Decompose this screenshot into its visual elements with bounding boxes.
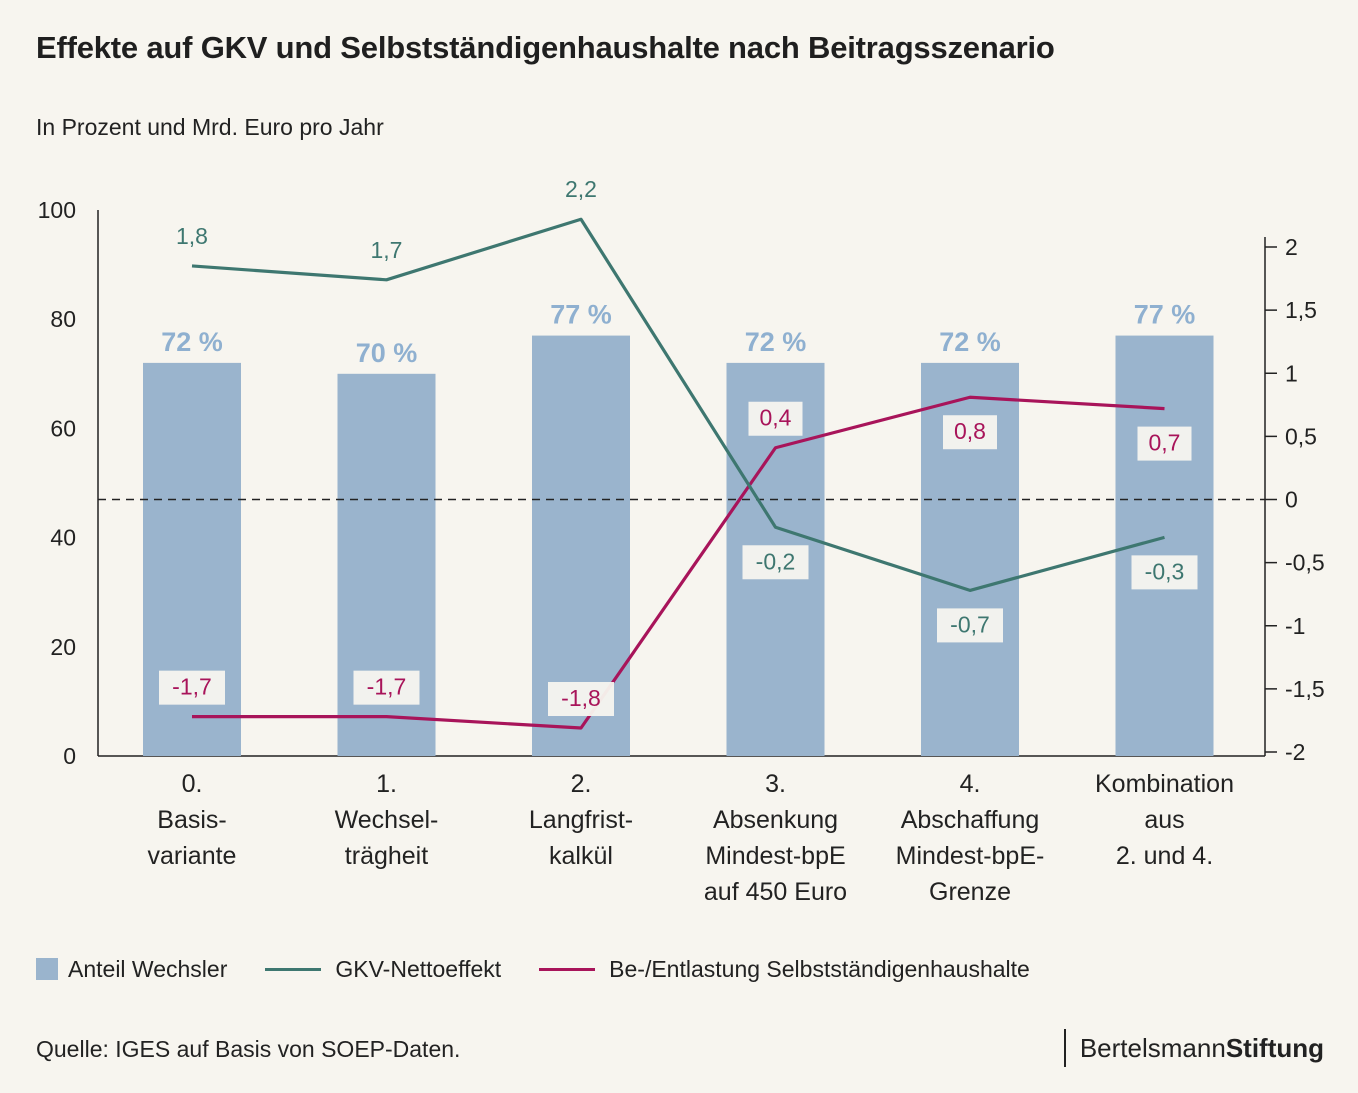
legend-label-gkv: GKV-Nettoeffekt — [335, 955, 502, 982]
gkv-label-box — [742, 545, 809, 580]
be-value-label: 0,4 — [760, 405, 792, 431]
gkv-series-line — [191, 217, 1165, 593]
gkv-label-box — [1131, 555, 1198, 590]
source-note: Quelle: IGES auf Basis von SOEP-Daten. — [36, 1036, 461, 1062]
category-label: Mindest-bpE — [705, 842, 845, 870]
right-tick-label: -1,5 — [1285, 676, 1325, 702]
legend-swatch-gkv — [265, 967, 322, 971]
be-label-box — [943, 415, 997, 450]
legend-item-be: Be-/Entlastung Selbstständigenhaushalte — [539, 956, 1030, 983]
chart-canvas: 0 20 40 60 80 100 -2 -1,5 -1 -0,5 0 0,5 1 1,5 2 72 % 70 … — [38, 176, 1325, 906]
gkv-value-label: 1,8 — [176, 223, 208, 249]
legend-label-bars: Anteil Wechsler — [68, 955, 228, 982]
gkv-value-label: -0,7 — [950, 611, 990, 637]
gkv-value-label: -0,2 — [756, 548, 796, 574]
category-label: Wechsel- — [335, 806, 439, 834]
category-label: Basis- — [157, 806, 226, 834]
be-value-label: -1,7 — [172, 674, 212, 700]
category-label: kalkül — [549, 842, 613, 870]
right-tick-label: 1,5 — [1285, 297, 1317, 323]
right-tick-label: -2 — [1285, 739, 1305, 765]
right-tick-label: 1 — [1285, 360, 1298, 386]
gkv-value-label: -0,3 — [1145, 558, 1185, 584]
category-label: variante — [148, 842, 237, 870]
left-tick-label: 60 — [50, 415, 76, 441]
bar-value-label: 72 % — [161, 327, 223, 357]
be-value-label: 0,8 — [954, 418, 986, 444]
be-label-box — [159, 670, 225, 705]
legend-item-gkv: GKV-Nettoeffekt — [265, 956, 501, 983]
be-label-box — [748, 401, 803, 436]
be-value-label: -1,8 — [561, 685, 601, 711]
legend-swatch-be — [539, 967, 596, 971]
category-label: Mindest-bpE- — [896, 842, 1045, 870]
brand-text-2: Stiftung — [1225, 1032, 1324, 1063]
chart-subtitle: In Prozent und Mrd. Euro pro Jahr — [36, 114, 384, 140]
category-label: 0. — [182, 770, 203, 798]
category-label: trägheit — [345, 842, 428, 870]
legend-item-bars: Anteil Wechsler — [36, 956, 227, 983]
right-tick-label: 2 — [1285, 234, 1298, 260]
be-label-box — [548, 682, 614, 717]
category-label: Abschaffung — [901, 806, 1040, 834]
category-label: aus — [1144, 806, 1184, 834]
be-value-label: -1,7 — [367, 674, 407, 700]
legend: Anteil Wechsler GKV-Nettoeffekt Be-/Entl… — [36, 952, 1068, 986]
category-label: 2. — [571, 770, 592, 798]
left-tick-label: 100 — [38, 197, 76, 223]
category-label: 2. und 4. — [1116, 842, 1213, 870]
gkv-label-box — [937, 608, 1003, 643]
be-label-box — [1137, 426, 1192, 461]
category-label: Kombination — [1095, 770, 1234, 798]
left-tick-label: 80 — [50, 306, 76, 332]
be-value-label: 0,7 — [1149, 430, 1181, 456]
left-tick-label: 0 — [63, 743, 76, 769]
gkv-value-label: 1,7 — [371, 237, 403, 263]
bar-value-label: 72 % — [745, 327, 807, 357]
right-tick-label: 0,5 — [1285, 423, 1317, 449]
category-label: Absenkung — [713, 806, 838, 834]
category-label: 1. — [376, 770, 397, 798]
be-label-box — [353, 670, 420, 705]
category-label: 3. — [765, 770, 786, 798]
bar-value-label: 77 % — [1134, 300, 1196, 330]
be-series-line — [192, 395, 1165, 730]
right-tick-label: -1 — [1285, 613, 1305, 639]
brand-text-1: Bertelsmann — [1079, 1032, 1226, 1063]
bar-value-label: 77 % — [550, 300, 612, 330]
category-label: auf 450 Euro — [704, 878, 847, 906]
right-tick-label: -0,5 — [1285, 550, 1325, 576]
legend-swatch-bars — [36, 958, 58, 980]
legend-label-be: Be-/Entlastung Selbstständigenhaushalte — [609, 955, 1030, 982]
bar-value-label: 72 % — [939, 327, 1001, 357]
bar-value-label: 70 % — [356, 338, 418, 368]
gkv-value-label: 2,2 — [565, 176, 597, 202]
left-tick-label: 40 — [50, 525, 76, 551]
category-label: Langfrist- — [529, 806, 633, 834]
right-tick-label: 0 — [1285, 487, 1298, 513]
category-label: Grenze — [929, 878, 1011, 906]
chart-title: Effekte auf GKV und Selbstständigenhaush… — [36, 30, 1055, 65]
brand-divider — [1063, 1029, 1066, 1067]
brand-logo: Bertelsmann Stiftung — [1063, 1029, 1324, 1067]
left-tick-label: 20 — [50, 634, 76, 660]
category-label: 4. — [960, 770, 981, 798]
